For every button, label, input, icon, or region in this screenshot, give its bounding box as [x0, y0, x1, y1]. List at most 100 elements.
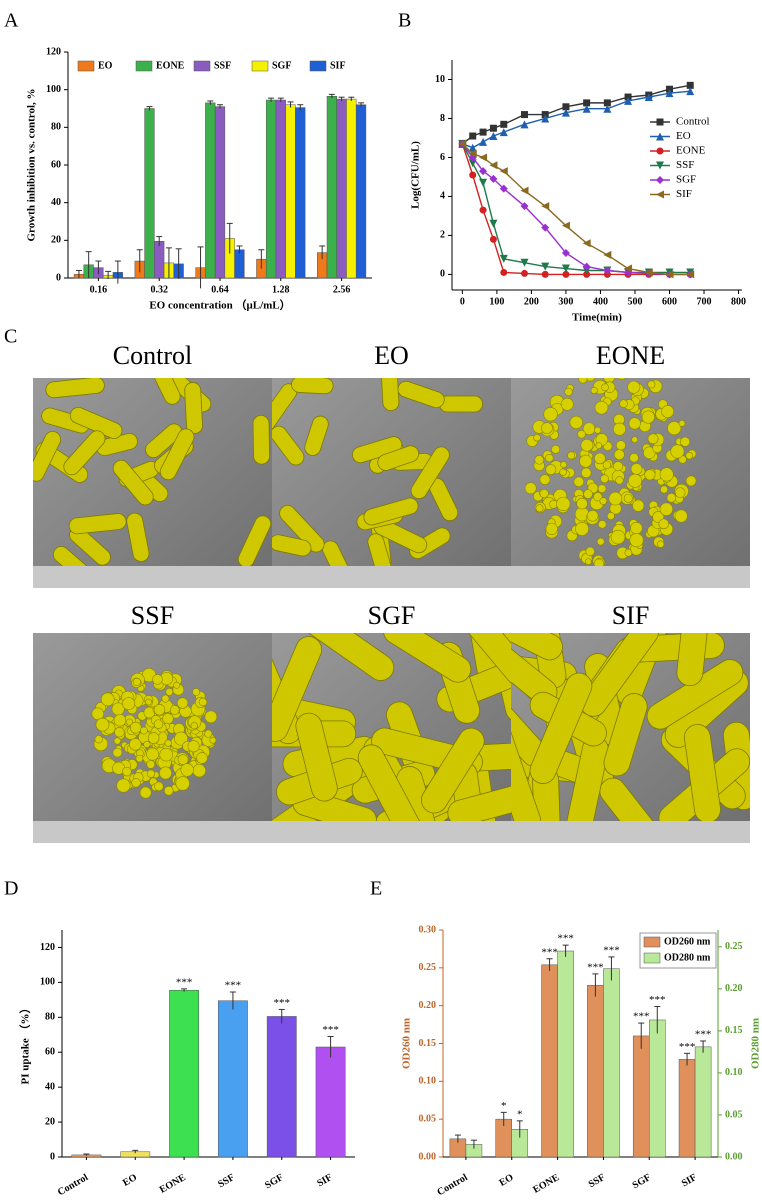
y-tick-label: 4: [440, 191, 445, 202]
bar: [285, 104, 296, 279]
marker: [656, 132, 664, 141]
marker: [541, 223, 550, 232]
marker: [582, 104, 591, 113]
marker: [562, 103, 570, 111]
cell: [545, 453, 554, 463]
y-tick-label: 0.15: [419, 1038, 437, 1049]
cell: [169, 705, 180, 715]
x-tick-label: SIF: [315, 1172, 334, 1189]
bar: [678, 1059, 696, 1158]
bar: [169, 989, 199, 1158]
y2-tick-label: 0.05: [725, 1109, 743, 1120]
y2-tick-label: 0.10: [725, 1067, 743, 1078]
info-bar: [33, 821, 272, 843]
bar: [144, 108, 155, 279]
marker: [489, 174, 498, 183]
image-caption: EONE: [596, 341, 665, 370]
y-tick-label: 80: [51, 122, 61, 133]
legend-label: OD280 nm: [664, 952, 711, 963]
marker: [489, 235, 497, 243]
cell: [174, 731, 188, 746]
cell: [113, 737, 121, 745]
cell: [543, 407, 558, 422]
cell: [524, 482, 537, 495]
cell: [579, 454, 593, 468]
cell: [615, 476, 624, 485]
x-tick-label: EONE: [531, 1172, 561, 1196]
bar: [632, 1035, 650, 1158]
x-tick-label: EONE: [158, 1172, 188, 1196]
sem-image: [272, 378, 511, 588]
y2-axis-title: OD280 nm: [750, 1018, 762, 1069]
cell: [619, 399, 628, 408]
cell: [556, 496, 571, 511]
cell: [674, 509, 688, 523]
cell: [153, 704, 166, 716]
legend-label: SGF: [676, 174, 696, 186]
cell: [628, 417, 641, 430]
cell: [164, 739, 172, 747]
marker: [468, 159, 477, 168]
legend-swatch: [309, 60, 327, 72]
marker: [686, 87, 695, 96]
cell: [594, 400, 609, 415]
cell: [397, 380, 445, 409]
legend-swatch: [251, 60, 269, 72]
cell: [161, 694, 170, 703]
sem-image: [33, 633, 272, 843]
legend-label: SSF: [214, 60, 231, 71]
cell: [603, 693, 648, 777]
marker: [603, 266, 612, 275]
marker: [500, 120, 508, 128]
y2-tick-label: 0.20: [725, 983, 743, 994]
cell: [146, 747, 159, 761]
cell: [187, 740, 200, 753]
cell: [534, 455, 544, 465]
cell: [192, 688, 201, 696]
cell: [627, 380, 641, 394]
significance: ***: [322, 1024, 339, 1036]
cell: [545, 464, 557, 476]
cell: [122, 697, 136, 711]
cell: [678, 420, 686, 427]
significance: ***: [541, 946, 558, 958]
y-axis-title: Growth inhibition vs. control, %: [26, 88, 38, 241]
cell: [114, 727, 125, 738]
cell: [658, 518, 669, 530]
cell: [539, 488, 549, 499]
cell: [163, 785, 174, 796]
y-tick-label: 20: [45, 1116, 55, 1127]
cell: [132, 677, 141, 687]
marker: [561, 264, 570, 273]
x-tick-label: SSF: [587, 1172, 607, 1190]
cell: [295, 712, 338, 802]
cell: [112, 459, 154, 506]
significance: ***: [176, 976, 193, 988]
y-tick-label: 6: [440, 152, 445, 163]
cell: [511, 633, 563, 661]
cell: [159, 428, 195, 481]
cell: [68, 513, 127, 535]
cell: [363, 497, 419, 526]
y-tick-label: 0.25: [419, 962, 437, 973]
cell: [377, 445, 420, 471]
legend-label: SGF: [272, 60, 291, 71]
marker: [499, 184, 508, 193]
cell: [594, 426, 602, 434]
cell: [135, 754, 144, 763]
y-axis-title: OD260 nm: [401, 1018, 413, 1069]
marker: [644, 93, 653, 102]
cell: [94, 735, 103, 744]
marker: [479, 137, 488, 146]
cell: [272, 425, 305, 466]
x-axis-title: EO concentration （μL/mL）: [149, 299, 290, 312]
marker: [520, 120, 529, 129]
bar: [336, 98, 347, 279]
sem-image: [33, 378, 272, 588]
cell: [176, 697, 189, 709]
x-axis-title: Time(min): [572, 312, 622, 324]
cell: [204, 729, 213, 738]
marker: [656, 161, 664, 170]
y-tick-label: 120: [46, 46, 61, 57]
x-tick-label: 100: [489, 296, 504, 307]
